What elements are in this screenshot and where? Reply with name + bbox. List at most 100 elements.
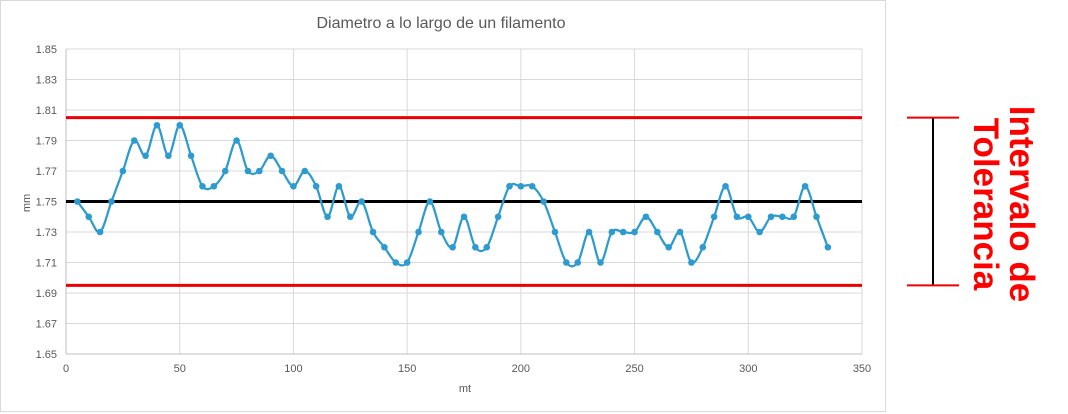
x-axis-label: mt [459, 383, 471, 395]
data-point [415, 228, 422, 236]
data-point [381, 243, 388, 251]
y-tick-label: 1.79 [36, 136, 57, 148]
data-point [346, 213, 354, 221]
data-point [506, 182, 513, 190]
data-point [449, 243, 456, 251]
data-point [210, 182, 218, 190]
x-tick-label: 100 [284, 363, 302, 375]
x-tick-label: 50 [174, 363, 186, 375]
data-point [585, 228, 593, 236]
data-point [108, 198, 115, 205]
data-point [744, 213, 752, 221]
y-tick-labels: 1.65 1.67 1.69 1.71 1.73 1.75 1.77 1.79 1.81 1.83… [36, 44, 57, 361]
data-point [699, 243, 707, 251]
data-point [790, 213, 798, 221]
data-point [403, 259, 411, 266]
tolerance-label-line2: Tolerancia [966, 118, 1005, 291]
y-tick-label: 1.83 [36, 75, 57, 87]
data-point [472, 243, 479, 251]
data-point [642, 213, 650, 221]
data-point [540, 198, 547, 205]
data-point [153, 121, 161, 129]
data-point [813, 213, 820, 221]
data-point [290, 182, 297, 190]
y-tick-label: 1.67 [36, 319, 57, 331]
data-point [631, 228, 638, 236]
data-point [437, 228, 445, 236]
data-point [665, 243, 672, 251]
x-tick-label: 200 [512, 363, 530, 375]
data-point [324, 213, 331, 221]
data-point [96, 228, 104, 236]
x-tick-label: 300 [739, 363, 757, 375]
data-point [574, 259, 582, 266]
series-diametro [74, 121, 832, 268]
data-point [244, 167, 252, 175]
data-point [528, 182, 536, 190]
data-point [130, 137, 138, 144]
data-point [767, 213, 775, 221]
data-point [74, 198, 81, 205]
data-point [187, 152, 195, 160]
data-point [358, 198, 365, 205]
data-point [119, 167, 127, 175]
y-tick-label: 1.65 [36, 349, 57, 361]
data-point [267, 152, 274, 160]
y-axis-label: mm [21, 194, 33, 212]
data-point [608, 228, 616, 236]
data-point [256, 167, 263, 175]
y-tick-label: 1.77 [36, 166, 57, 178]
data-point [85, 213, 93, 221]
y-tick-label: 1.69 [36, 288, 57, 300]
y-tick-label: 1.85 [36, 44, 57, 56]
data-point [199, 182, 206, 190]
data-point [619, 228, 627, 236]
data-point [335, 182, 343, 190]
y-tick-label: 1.73 [36, 227, 57, 239]
x-tick-label: 150 [398, 363, 416, 375]
data-point [142, 152, 149, 160]
data-point [551, 228, 559, 236]
data-point [165, 152, 172, 160]
chart-title: Diametro a lo largo de un filamento [316, 15, 565, 32]
y-tick-label: 1.75 [36, 197, 57, 209]
data-point [176, 121, 184, 129]
data-point [460, 213, 468, 221]
data-point [233, 137, 240, 144]
y-tick-label: 1.71 [36, 258, 57, 270]
data-point [517, 182, 525, 190]
data-point [597, 259, 604, 266]
data-point [392, 259, 400, 266]
y-tick-label: 1.81 [36, 105, 57, 117]
data-point [563, 259, 570, 266]
x-tick-label: 350 [853, 363, 871, 375]
data-point [733, 213, 741, 221]
data-point [426, 198, 434, 205]
data-point [278, 167, 286, 175]
data-point [483, 243, 491, 251]
data-point [676, 228, 684, 236]
data-point [301, 167, 309, 175]
data-point [722, 182, 729, 190]
data-point [801, 182, 809, 190]
x-tick-label: 0 [63, 363, 69, 375]
data-point [756, 228, 763, 236]
data-point [221, 167, 229, 175]
data-point [654, 228, 661, 236]
data-point [369, 228, 377, 236]
data-point [710, 213, 718, 221]
data-point [824, 243, 832, 251]
tolerance-label-line1: Intervalo de [1002, 106, 1041, 302]
tolerance-bracket [907, 116, 959, 287]
x-tick-labels: 0 50 100 150 200 250 300 350 [63, 363, 871, 375]
data-point [688, 259, 695, 266]
reference-lines [66, 116, 862, 287]
data-point [779, 213, 786, 221]
tolerance-label: Intervalo de Tolerancia [966, 106, 1041, 302]
data-point [312, 182, 320, 190]
x-tick-label: 250 [625, 363, 643, 375]
data-point [494, 213, 502, 221]
chart-frame [0, 0, 886, 412]
